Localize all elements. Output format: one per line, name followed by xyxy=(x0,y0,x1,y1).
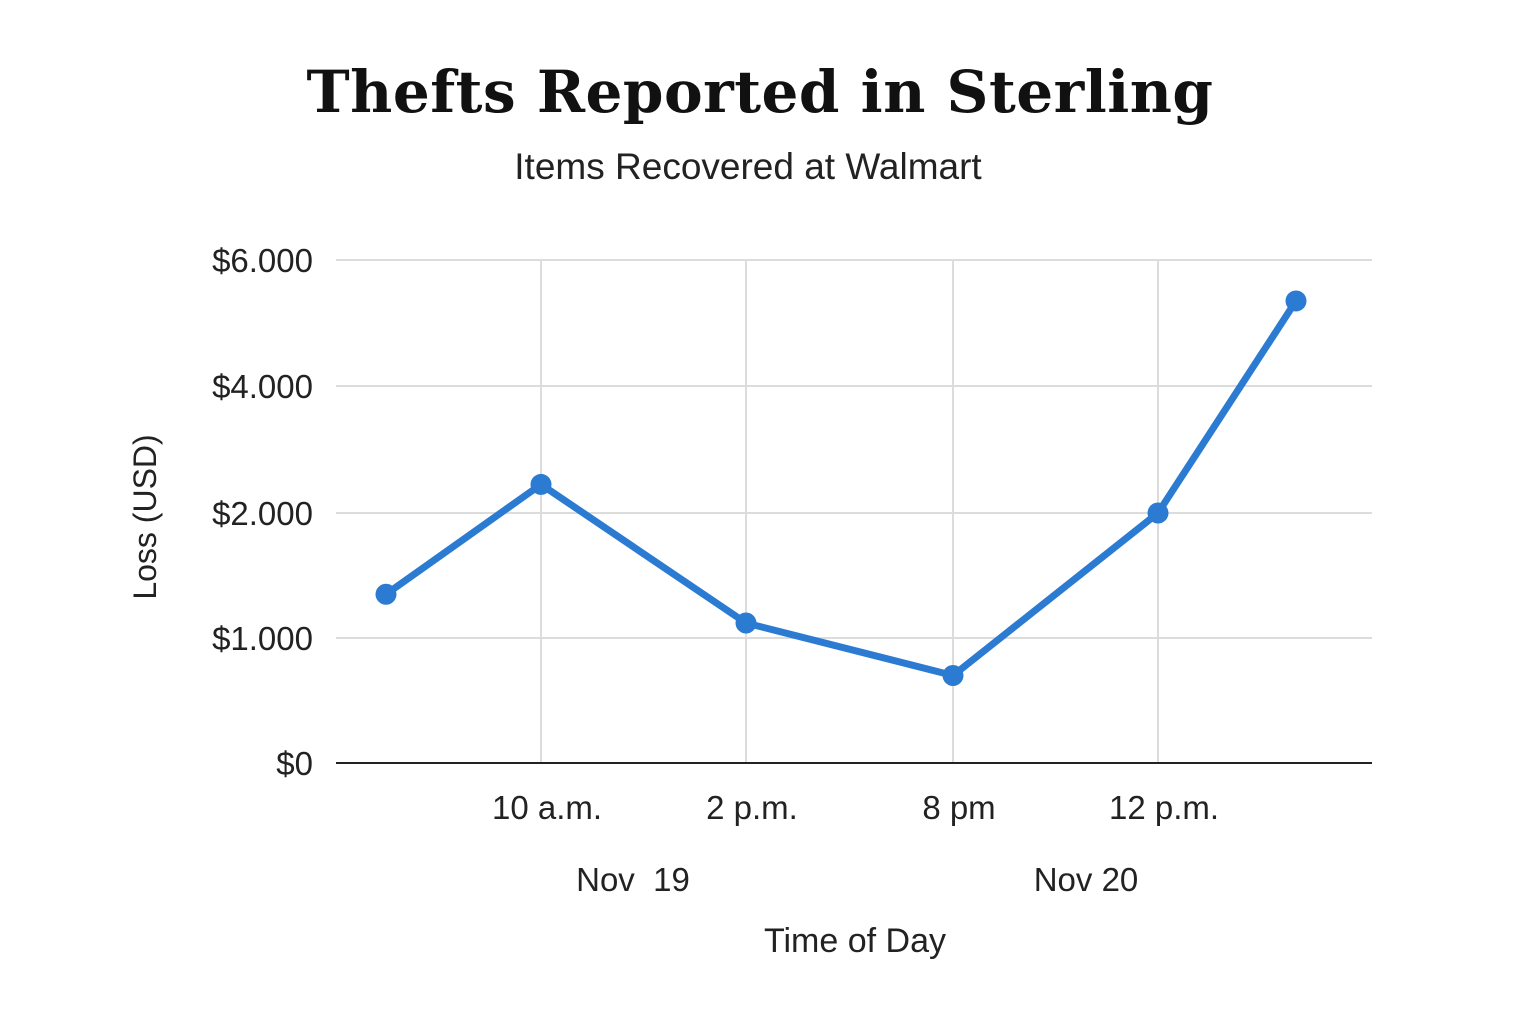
y-tick-label: $4.000 xyxy=(212,368,313,405)
x-tick-label: 8 pm xyxy=(922,789,995,826)
data-point xyxy=(1147,502,1169,524)
y-tick-label: $1.000 xyxy=(212,620,313,657)
data-point xyxy=(375,583,397,605)
y-tick-labels: $6.000 $4.000 $2.000 $1.000 $0 xyxy=(212,242,313,782)
y-tick-label: $0 xyxy=(276,745,313,782)
y-axis-label: Loss (USD) xyxy=(127,434,163,599)
series-points xyxy=(375,290,1307,686)
data-point xyxy=(530,473,552,495)
x-tick-label: 12 p.m. xyxy=(1109,789,1219,826)
x-tick-label: 2 p.m. xyxy=(706,789,798,826)
y-tick-label: $2.000 xyxy=(212,495,313,532)
date-label: Nov 19 xyxy=(576,861,690,898)
date-labels: Nov 19 Nov 20 xyxy=(576,861,1138,898)
data-point xyxy=(1285,290,1307,312)
chart-subtitle: Items Recovered at Walmart xyxy=(514,146,982,187)
x-tick-label: 10 a.m. xyxy=(492,789,602,826)
x-tick-labels: 10 a.m. 2 p.m. 8 pm 12 p.m. xyxy=(492,789,1219,826)
y-tick-label: $6.000 xyxy=(212,242,313,279)
date-label: Nov 20 xyxy=(1034,861,1139,898)
chart-title: Thefts Reported in Sterling xyxy=(306,58,1214,126)
data-point xyxy=(942,665,964,686)
series-line xyxy=(382,297,1300,679)
horizontal-gridlines xyxy=(336,259,1372,639)
data-point xyxy=(735,612,757,634)
x-axis-label: Time of Day xyxy=(764,922,946,960)
vertical-gridlines xyxy=(540,260,1159,763)
